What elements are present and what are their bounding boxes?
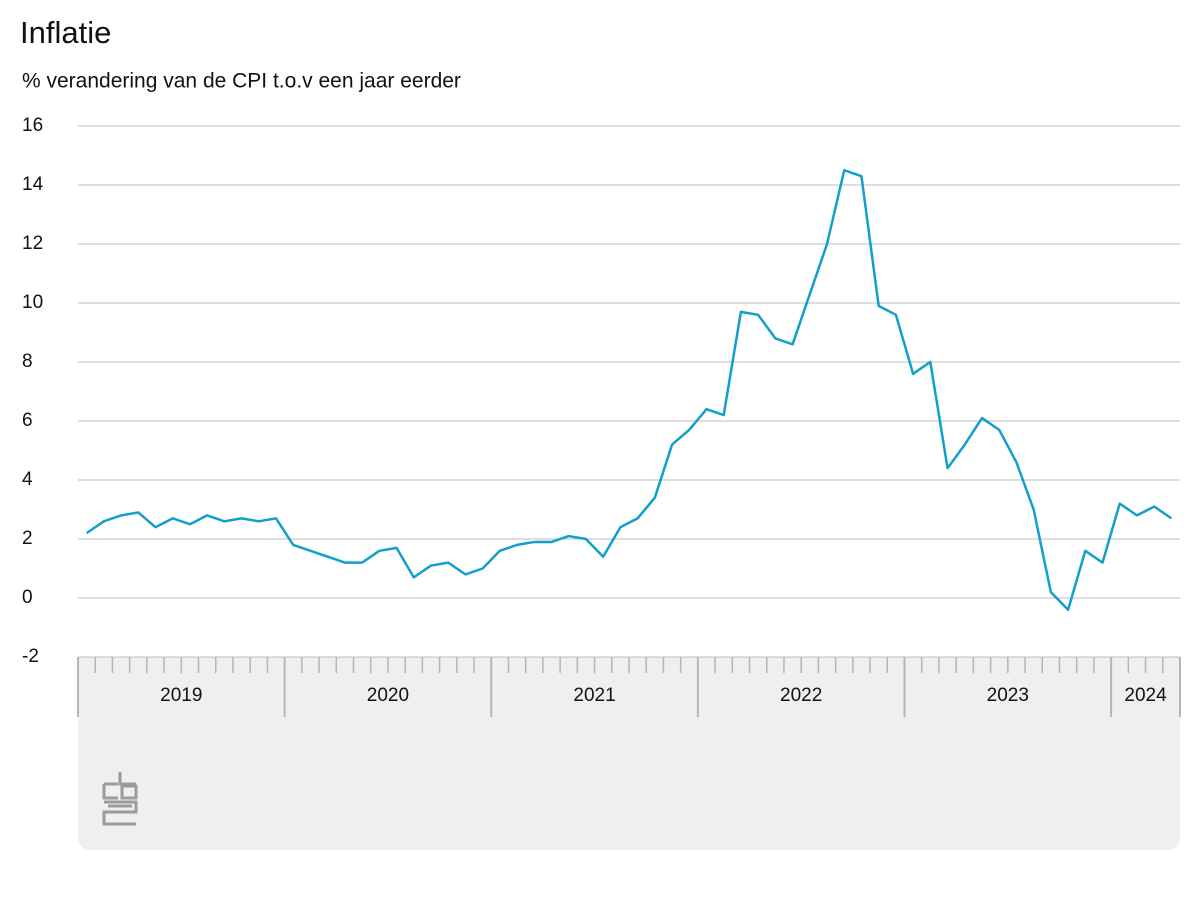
y-tick-label: 14 [22, 174, 44, 195]
x-tick-label: 2020 [367, 685, 409, 706]
x-tick-label: 2021 [573, 685, 615, 706]
logo [102, 772, 138, 826]
y-tick-label: 4 [22, 469, 33, 490]
x-tick-label: 2019 [160, 685, 202, 706]
x-tick-label: 2023 [987, 685, 1029, 706]
x-tick-label: 2024 [1124, 685, 1167, 706]
y-tick-label: 6 [22, 410, 33, 431]
y-tick-label: 8 [22, 351, 33, 372]
y-tick-label: 2 [22, 528, 33, 549]
y-tick-label: 0 [22, 587, 33, 608]
chart-title: Inflatie [20, 15, 111, 50]
y-tick-label: 12 [22, 233, 43, 254]
y-tick-label: 10 [22, 292, 43, 313]
x-tick-label: 2022 [780, 685, 822, 706]
y-tick-label: -2 [22, 646, 39, 667]
y-tick-label: 16 [22, 115, 43, 136]
data-line [85, 169, 1173, 612]
chart-subtitle: % verandering van de CPI t.o.v een jaar … [22, 70, 461, 93]
